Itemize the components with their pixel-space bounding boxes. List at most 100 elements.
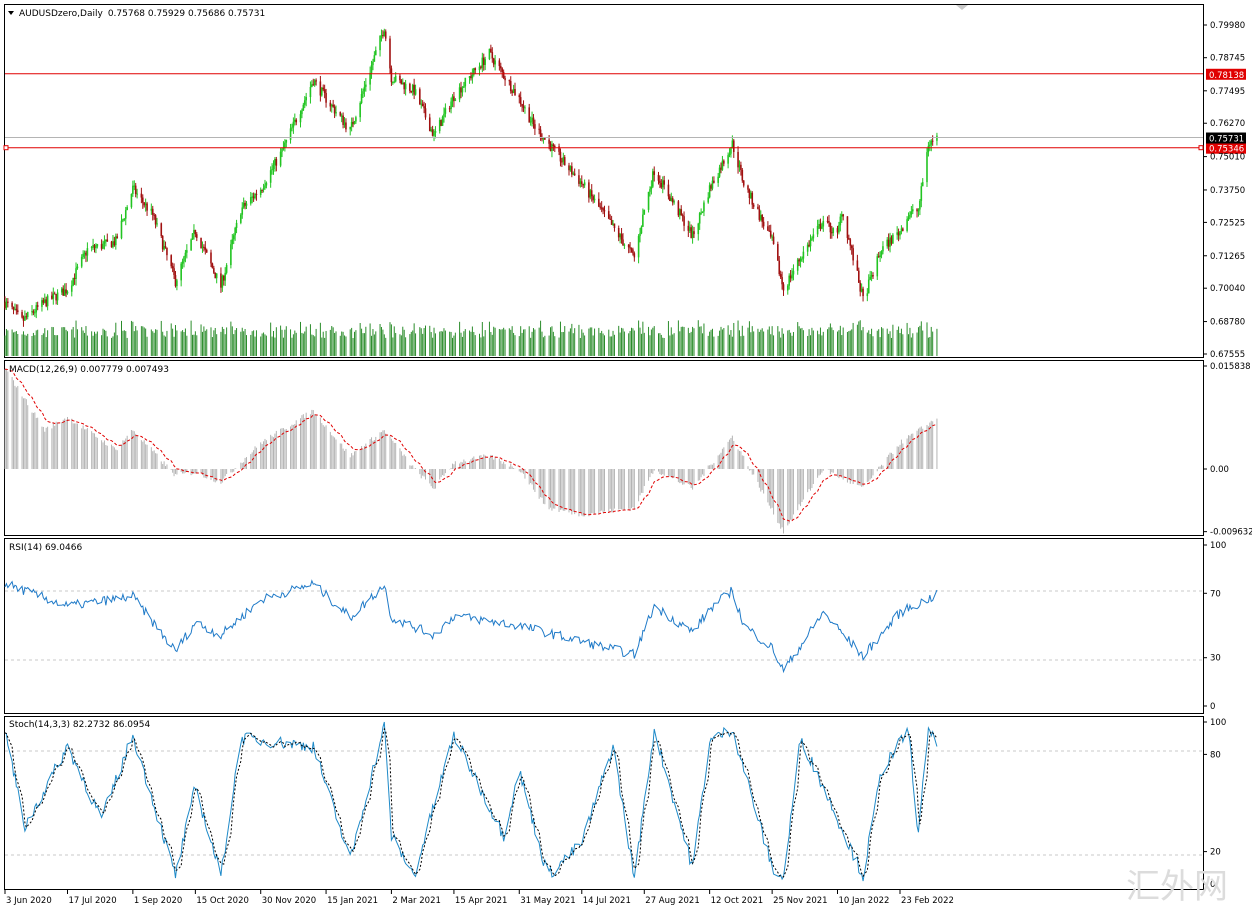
candle-body [762,221,765,227]
candle-body [781,277,783,285]
candle-body [643,209,646,215]
price-tick-label: 0.73750 [1210,186,1245,196]
candle-body [96,244,99,247]
candle-body [838,225,840,233]
candle-body [661,180,664,188]
candle-body [36,305,39,307]
current-price-tag [1206,132,1246,144]
candle-body [582,184,584,186]
candle-body [291,127,293,129]
candle-body [909,214,911,218]
candle-body [669,196,671,201]
candle-body [769,230,772,237]
candle-body [580,181,583,185]
candle-body [473,68,475,75]
candle-body [532,117,535,125]
candle-body [630,248,633,250]
candle-body [450,101,452,110]
candle-body [363,86,366,92]
candle-body [413,84,415,95]
candle-body [153,214,155,216]
candle-body [717,176,719,183]
candle-body [143,202,146,206]
collapse-triangle-icon[interactable] [8,11,14,15]
candle-body [389,38,391,69]
candle-body [419,89,421,105]
candle-body [470,76,472,79]
indicator-tick-label: 0.015838 [1210,362,1251,372]
candle-body [34,312,36,314]
candle-body [902,228,904,231]
candle-body [882,246,884,252]
indicator-tick-label: 100 [1210,541,1226,551]
candle-body [886,239,889,247]
candle-body [650,186,653,190]
candle-body [640,226,643,234]
candle-body [921,182,924,187]
price-tick-label: 0.71265 [1210,252,1245,262]
candle-body [269,170,272,183]
time-tick-label: 31 May 2021 [520,896,575,906]
candle-body [588,182,590,198]
candle-body [350,121,353,127]
candle-body [274,158,276,166]
candle-body [161,235,164,250]
candle-body [210,252,212,264]
price-level-label: 0.78138 [1209,71,1244,81]
candle-body [758,209,761,220]
candle-body [113,241,116,246]
candle-body [808,244,810,247]
candle-body [926,152,928,183]
candle-body [494,60,496,65]
level-handle [1198,145,1204,151]
candle-body [538,128,540,130]
candle-body [171,266,174,269]
candle-body [690,227,692,238]
candle-body [589,190,592,198]
candle-body [184,252,187,257]
candle-body [299,114,302,123]
candle-body [693,231,695,235]
candle-body [61,288,63,293]
candle-body [831,232,833,234]
candle-body [176,280,178,287]
candle-body [528,107,531,123]
candle-body [846,216,849,238]
candle-body [330,104,333,107]
candle-body [698,213,701,224]
candle-body [593,198,596,201]
candle-body [488,48,491,60]
candle-body [409,83,411,91]
candle-body [284,142,286,148]
candle-body [373,55,376,62]
candle-body [880,251,883,256]
candle-body [76,266,79,269]
candle-body [801,258,803,260]
time-tick-label: 17 Jul 2020 [69,896,117,906]
candle-body [832,228,835,233]
candle-body [332,104,334,107]
candle-body [521,104,523,107]
candle-body [170,255,173,267]
candle-body [867,279,870,294]
candle-body [629,247,631,249]
candle-body [870,275,873,277]
candle-body [740,164,742,170]
candle-body [480,66,482,68]
price-tick-label: 0.67555 [1210,350,1245,360]
candle-body [623,244,626,246]
candle-body [311,84,313,87]
candle-body [362,91,364,95]
rsi-label: RSI(14) 69.0466 [9,543,82,553]
candle-body [31,311,33,313]
candle-body [21,312,23,318]
candle-body [374,50,377,56]
candle-body [163,246,165,250]
candle-body [55,293,57,301]
candle-body [622,239,624,246]
candle-body [73,277,76,279]
one-click-trading-icon[interactable] [956,5,968,10]
candle-body [404,83,407,90]
